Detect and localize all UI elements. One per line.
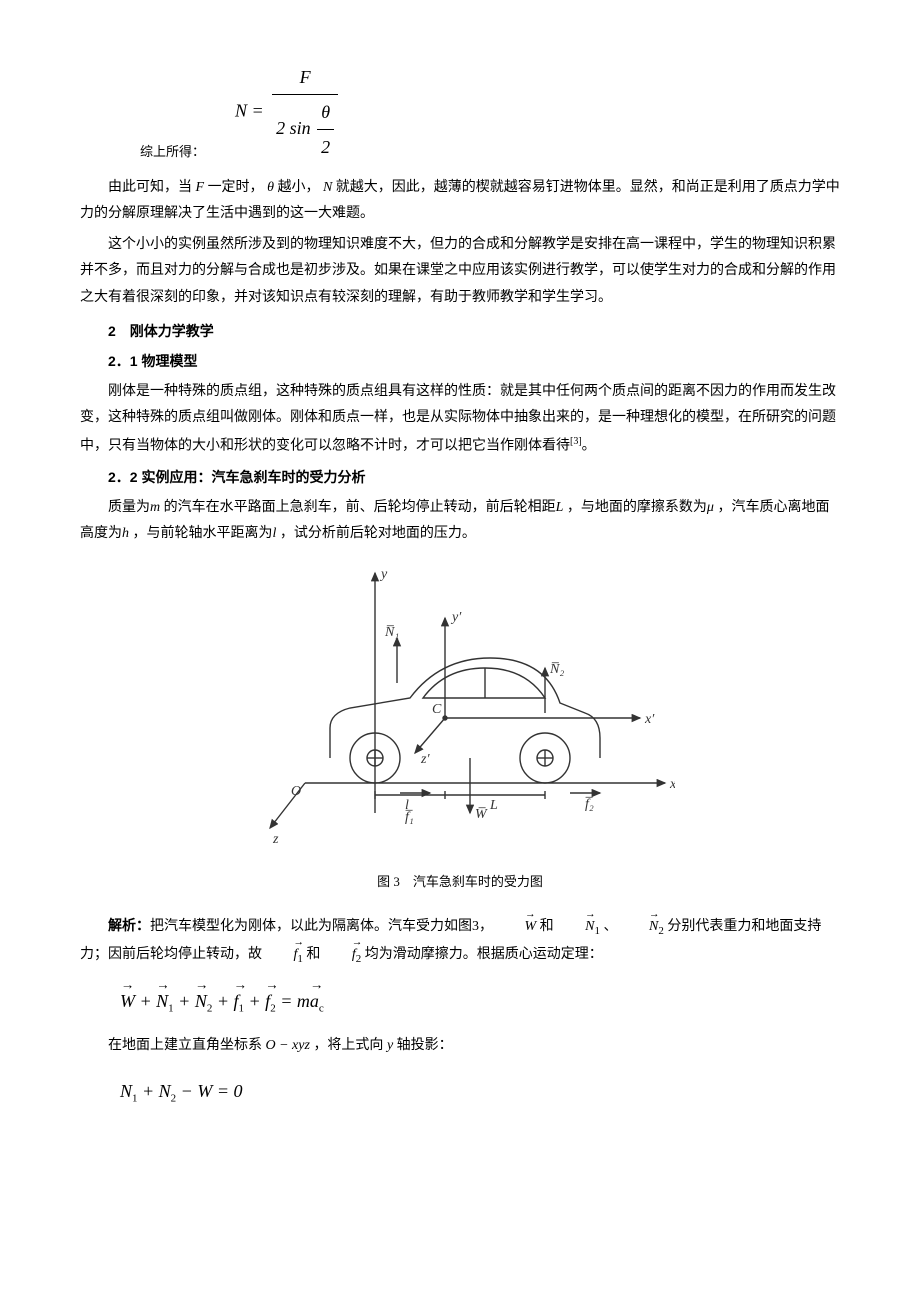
axis-z-prime-label: z′: [420, 752, 430, 767]
vec-N1: N: [557, 914, 594, 941]
vec-f2: f: [324, 942, 356, 969]
formula-numerator: F: [272, 60, 338, 95]
figure-3-svg: x y z O x′ y′ z′ C: [245, 563, 675, 853]
vec-W: W: [497, 914, 537, 941]
axis-x-label: x: [669, 777, 675, 792]
car-L: L: [556, 500, 564, 515]
vec-f1: f: [266, 942, 298, 969]
p1-m2: θ: [267, 180, 274, 195]
axis-y-label: y: [379, 567, 388, 582]
analysis-lead: 解析：: [108, 917, 150, 933]
car-problem-paragraph: 质量为m 的汽车在水平路面上急刹车，前、后轮均停止转动，前后轮相距L ，与地面的…: [80, 495, 840, 548]
denominator-frac-num: θ: [317, 95, 334, 130]
vec-f2-sym: f: [352, 947, 356, 962]
car-t6: ，试分析前后轮对地面的压力。: [280, 526, 476, 541]
p1-m3: N: [323, 180, 332, 195]
coords-t3: 轴投影：: [397, 1038, 453, 1053]
coords-paragraph: 在地面上建立直角坐标系 O − xyz ，将上式向 y 轴投影：: [80, 1033, 840, 1060]
p1-t2: 一定时，: [208, 180, 264, 195]
equation-2: N1 + N2 − W = 0: [120, 1074, 840, 1109]
equation-1: W + N1 + N2 + f1 + f2 = mac: [120, 984, 840, 1019]
denominator-frac-den: 2: [317, 130, 334, 164]
car-l: l: [273, 526, 277, 541]
car-m: m: [150, 500, 160, 515]
p1-t3: 越小，: [277, 180, 319, 195]
vec-N1-sub: 1: [595, 925, 601, 937]
vec-N2-sym: N: [649, 919, 658, 934]
coords-oxyz: O − xyz: [266, 1038, 310, 1053]
denominator-prefix: 2 sin: [276, 118, 311, 138]
car-t3: ，与地面的摩擦系数为: [567, 500, 707, 515]
axis-x-prime-label: x′: [644, 712, 655, 727]
p1-t1: 由此可知，当: [108, 180, 192, 195]
dim-l-label: l: [405, 798, 409, 813]
section-2-head: 2 刚体力学教学: [80, 318, 840, 345]
car-mu: μ: [707, 500, 714, 515]
vec-N2: N: [621, 914, 658, 941]
origin-O-label: O: [291, 784, 301, 799]
axis-z-label: z: [272, 832, 279, 847]
car-t5: ，与前轮轴水平距离为: [133, 526, 273, 541]
car-h: h: [122, 526, 129, 541]
formula-lhs: N =: [235, 100, 264, 120]
analysis-t3: 、: [604, 919, 618, 934]
p1-t4: 就越大，因此，越薄的楔就越容易钉进物体里。显然，和尚正是利用了质点力学中力的分解…: [80, 180, 840, 222]
p1-m1: F: [196, 180, 205, 195]
main-formula: N = F 2 sin θ 2: [235, 60, 338, 165]
vec-f2-sub: 2: [356, 953, 362, 965]
analysis-t6: 均为滑动摩擦力。根据质心运动定理：: [365, 947, 603, 962]
formula-label: 综上所得：: [140, 140, 205, 165]
paragraph-1: 由此可知，当 F 一定时， θ 越小， N 就越大，因此，越薄的楔就越容易钉进物…: [80, 175, 840, 228]
vec-N2-sub: 2: [658, 925, 664, 937]
analysis-t1: 把汽车模型化为刚体，以此为隔离体。汽车受力如图3，: [150, 919, 493, 934]
vec-f1-sub: 1: [297, 953, 303, 965]
force-W-label: W̅: [475, 807, 488, 822]
subsection-2-1-head: 2．1 物理模型: [80, 348, 840, 375]
vec-N1-sym: N: [585, 919, 594, 934]
vec-f1-sym: f: [294, 947, 298, 962]
force-N1-label: N̅₁: [384, 625, 399, 640]
reference-3: [3]: [570, 436, 582, 447]
figure-3-block: x y z O x′ y′ z′ C: [80, 563, 840, 894]
axis-y-prime-label: y′: [450, 610, 462, 625]
rigid-body-model-text: 刚体是一种特殊的质点组，这种特殊的质点组具有这样的性质：就是其中任何两个质点间的…: [80, 384, 836, 454]
coords-t2: ，将上式向: [313, 1038, 383, 1053]
force-f2-label: f̅₂: [585, 796, 594, 812]
coords-y: y: [387, 1038, 393, 1053]
car-t1: 质量为: [108, 500, 150, 515]
analysis-t2: 和: [540, 919, 554, 934]
paragraph-2: 这个小小的实例虽然所涉及到的物理知识难度不大，但力的合成和分解教学是安排在高一课…: [80, 232, 840, 312]
car-t2: 的汽车在水平路面上急刹车，前、后轮均停止转动，前后轮相距: [164, 500, 556, 515]
subsection-2-2-head: 2．2 实例应用：汽车急刹车时的受力分析: [80, 464, 840, 491]
figure-3-caption: 图 3 汽车急刹车时的受力图: [80, 870, 840, 895]
dim-L-label: L: [489, 798, 498, 813]
analysis-t5: 和: [306, 947, 320, 962]
vec-W-sym: W: [525, 919, 537, 934]
formula-row: 综上所得： N = F 2 sin θ 2: [140, 60, 840, 165]
coords-t1: 在地面上建立直角坐标系: [108, 1038, 262, 1053]
force-N2-label: N̅₂: [549, 662, 564, 677]
center-C-label: C: [432, 702, 442, 717]
analysis-paragraph: 解析：把汽车模型化为刚体，以此为隔离体。汽车受力如图3， W 和 N1 、 N2…: [80, 912, 840, 969]
rigid-body-model-paragraph: 刚体是一种特殊的质点组，这种特殊的质点组具有这样的性质：就是其中任何两个质点间的…: [80, 379, 840, 460]
